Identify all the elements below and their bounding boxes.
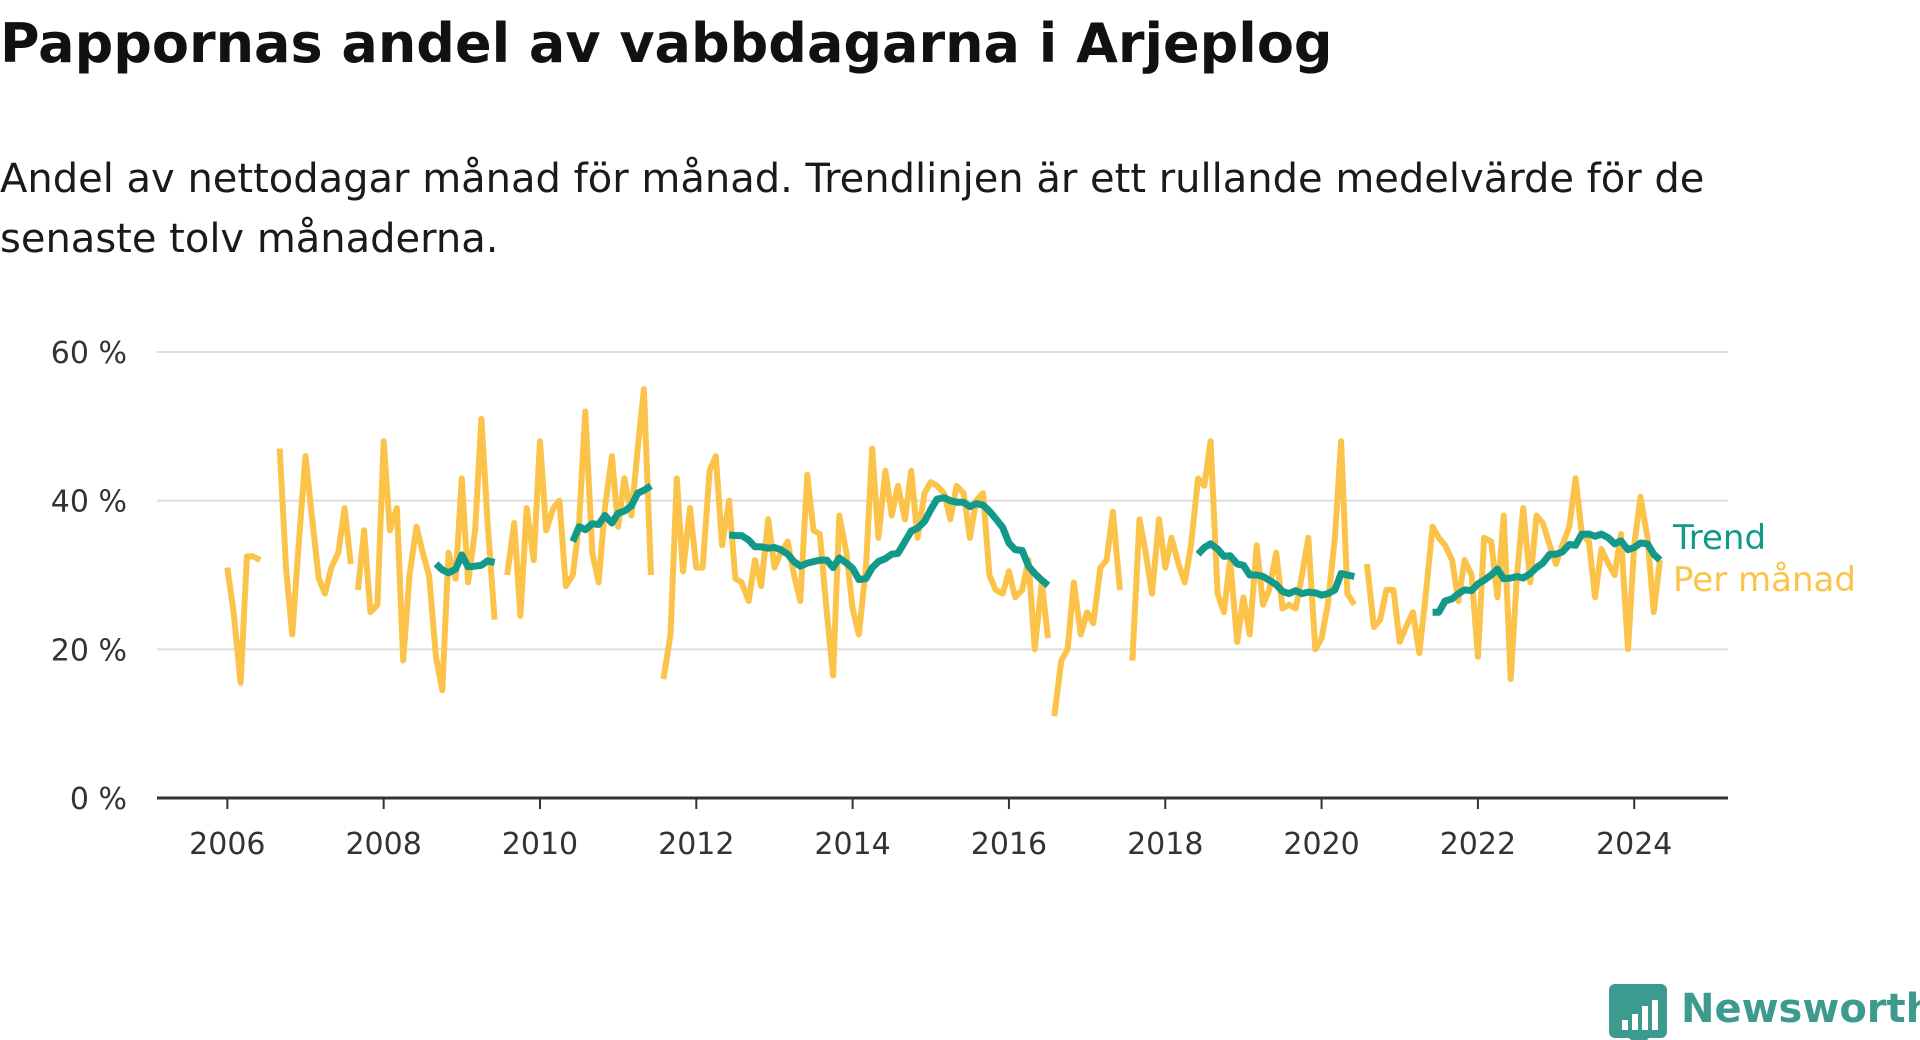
plot-area: 0 % 20 % 40 % 60 % 2006 2008 2010 2012 2014 2016… [51, 336, 1728, 862]
chart-subtitle-line-2: senaste tolv månaderna. [0, 216, 498, 262]
series-per-manad [224, 386, 1663, 717]
x-tick-label: 2012 [658, 827, 734, 862]
x-tick-label: 2008 [345, 827, 421, 862]
per-manad-line-segment-5 [660, 445, 1051, 680]
logo-bubble [1609, 984, 1667, 1040]
newsworthy-logo: Newsworthy [1609, 984, 1920, 1040]
x-tick-label: 2016 [971, 827, 1047, 862]
x-tick-label: 2006 [189, 827, 265, 862]
logo-bar [1622, 1020, 1628, 1030]
trend-line-segment-1 [433, 551, 496, 577]
per-manad-line-segment-4 [504, 386, 654, 619]
x-axis-ticks: 2006 2008 2010 2012 2014 2016 2018 2020 2022 2024 [189, 798, 1672, 862]
x-tick-label: 2022 [1440, 827, 1516, 862]
chart-subtitle-line-1: Andel av nettodagar månad för månad. Tre… [0, 156, 1704, 202]
legend-trend-label: Trend [1672, 518, 1766, 558]
bar-chart-logo-icon [1609, 984, 1667, 1040]
per-manad-line-segment-6 [1051, 508, 1123, 717]
trend-line-segment-3 [728, 494, 1051, 589]
series-trend [433, 482, 1663, 616]
brand-name: Newsworthy [1681, 986, 1920, 1032]
x-tick-label: 2010 [502, 827, 578, 862]
logo-bar [1652, 1000, 1658, 1030]
per-manad-line-segment-3 [354, 415, 498, 694]
trend-line-segment-4 [1195, 540, 1356, 599]
logo-bar [1632, 1014, 1638, 1030]
y-tick-label: 60 % [51, 336, 127, 371]
per-manad-line-segment-2 [276, 448, 354, 638]
trend-line-segment-2 [569, 482, 653, 543]
trend-line-segment-5 [1432, 530, 1663, 616]
x-tick-label: 2024 [1596, 827, 1672, 862]
y-tick-label: 40 % [51, 485, 127, 520]
logo-bar [1642, 1006, 1648, 1030]
chart-title: Pappornas andel av vabbdagarna i Arjeplo… [0, 12, 1333, 75]
x-tick-label: 2018 [1127, 827, 1203, 862]
legend-per-manad-label: Per månad [1673, 560, 1856, 600]
y-tick-label: 0 % [70, 782, 127, 817]
per-manad-line-segment-8 [1363, 475, 1663, 683]
y-tick-label: 20 % [51, 633, 127, 668]
per-manad-line-segment-7 [1129, 438, 1357, 661]
per-manad-line-segment-1 [224, 553, 262, 686]
y-axis-ticks: 0 % 20 % 40 % 60 % [51, 336, 127, 817]
x-tick-label: 2020 [1283, 827, 1359, 862]
x-tick-label: 2014 [814, 827, 890, 862]
